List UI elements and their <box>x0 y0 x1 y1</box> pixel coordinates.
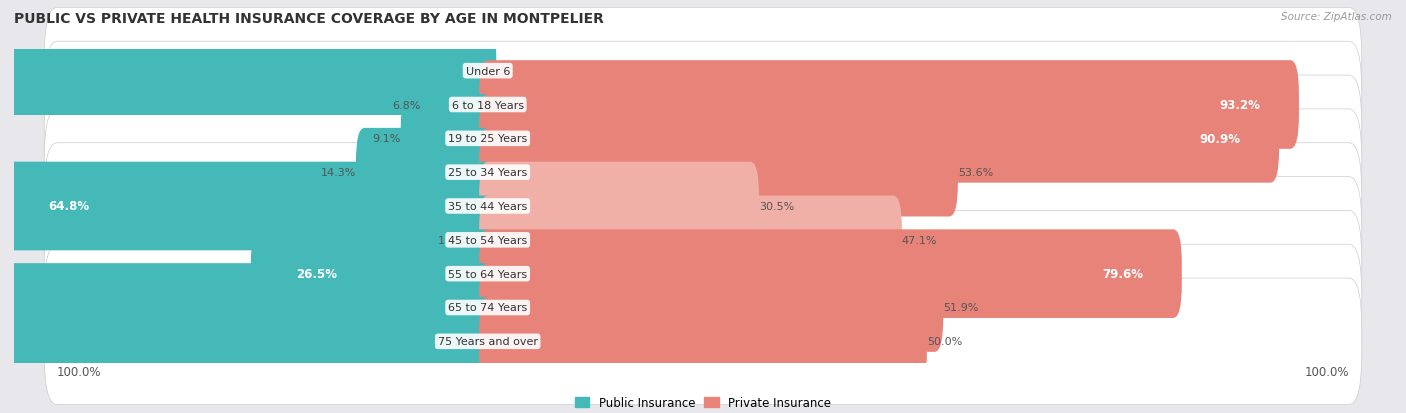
FancyBboxPatch shape <box>0 263 496 352</box>
Text: 6 to 18 Years: 6 to 18 Years <box>451 100 524 110</box>
Text: 30.5%: 30.5% <box>759 202 794 211</box>
FancyBboxPatch shape <box>44 76 1362 202</box>
Text: 90.9%: 90.9% <box>1199 133 1240 145</box>
FancyBboxPatch shape <box>250 230 496 318</box>
FancyBboxPatch shape <box>479 196 901 285</box>
Text: 64.8%: 64.8% <box>49 200 90 213</box>
Text: 51.9%: 51.9% <box>943 303 979 313</box>
Text: 65 to 74 Years: 65 to 74 Years <box>449 303 527 313</box>
FancyBboxPatch shape <box>44 109 1362 236</box>
Text: 45 to 54 Years: 45 to 54 Years <box>449 235 527 245</box>
Text: 79.6%: 79.6% <box>1102 268 1143 280</box>
Text: 47.1%: 47.1% <box>901 235 938 245</box>
Text: 19 to 25 Years: 19 to 25 Years <box>449 134 527 144</box>
FancyBboxPatch shape <box>0 27 496 116</box>
FancyBboxPatch shape <box>479 95 1279 183</box>
Text: 55 to 64 Years: 55 to 64 Years <box>449 269 527 279</box>
FancyBboxPatch shape <box>0 162 496 251</box>
FancyBboxPatch shape <box>44 211 1362 337</box>
FancyBboxPatch shape <box>479 128 957 217</box>
FancyBboxPatch shape <box>44 244 1362 371</box>
Text: 93.2%: 93.2% <box>1219 99 1260 112</box>
FancyBboxPatch shape <box>479 162 759 251</box>
FancyBboxPatch shape <box>420 61 496 150</box>
FancyBboxPatch shape <box>44 278 1362 405</box>
Text: 1.5%: 1.5% <box>437 235 467 245</box>
FancyBboxPatch shape <box>44 8 1362 135</box>
Text: Under 6: Under 6 <box>465 66 510 76</box>
Text: 50.0%: 50.0% <box>927 337 962 347</box>
Text: 6.8%: 6.8% <box>392 100 420 110</box>
Text: 75 Years and over: 75 Years and over <box>437 337 537 347</box>
Text: 25 to 34 Years: 25 to 34 Years <box>449 168 527 178</box>
Text: 100.0%: 100.0% <box>1305 365 1348 378</box>
FancyBboxPatch shape <box>479 297 927 386</box>
FancyBboxPatch shape <box>479 61 1299 150</box>
Text: 100.0%: 100.0% <box>58 365 101 378</box>
FancyBboxPatch shape <box>401 95 496 183</box>
FancyBboxPatch shape <box>44 42 1362 169</box>
Text: 14.3%: 14.3% <box>321 168 356 178</box>
Text: 35 to 44 Years: 35 to 44 Years <box>449 202 527 211</box>
FancyBboxPatch shape <box>479 230 1182 318</box>
FancyBboxPatch shape <box>479 263 943 352</box>
Text: 53.6%: 53.6% <box>957 168 993 178</box>
Legend: Public Insurance, Private Insurance: Public Insurance, Private Insurance <box>571 392 835 413</box>
FancyBboxPatch shape <box>356 128 496 217</box>
FancyBboxPatch shape <box>44 143 1362 270</box>
FancyBboxPatch shape <box>44 177 1362 304</box>
Text: 9.1%: 9.1% <box>373 134 401 144</box>
Text: PUBLIC VS PRIVATE HEALTH INSURANCE COVERAGE BY AGE IN MONTPELIER: PUBLIC VS PRIVATE HEALTH INSURANCE COVER… <box>14 12 605 26</box>
FancyBboxPatch shape <box>0 297 496 386</box>
Text: Source: ZipAtlas.com: Source: ZipAtlas.com <box>1281 12 1392 22</box>
Text: 26.5%: 26.5% <box>297 268 337 280</box>
FancyBboxPatch shape <box>467 196 496 285</box>
